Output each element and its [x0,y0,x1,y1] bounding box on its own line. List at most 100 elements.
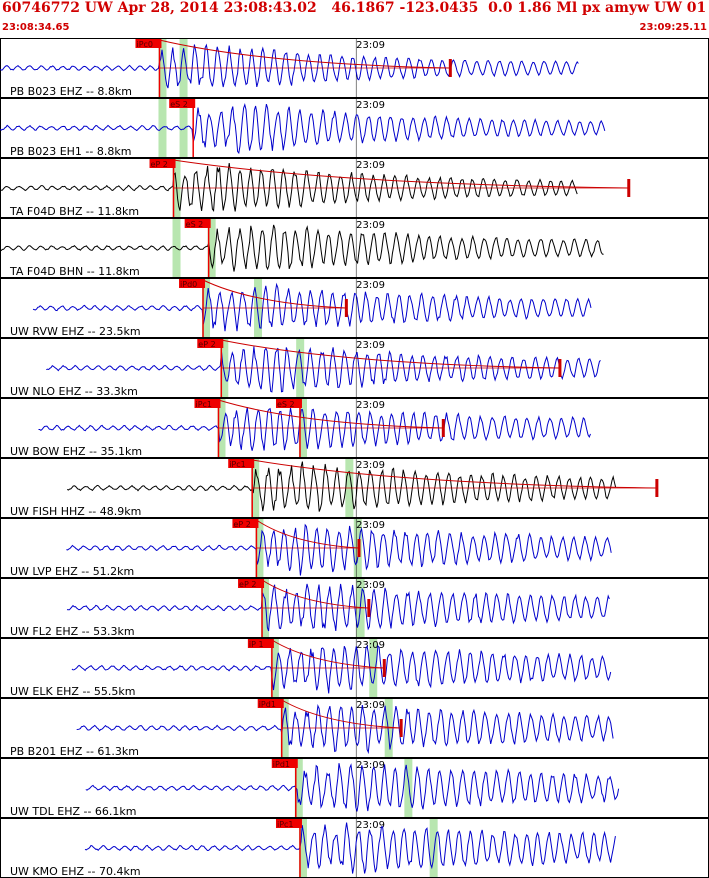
minute-tick-label: 23:09 [356,40,385,51]
pick-label: eP 2 [233,520,250,529]
waveform-trace [66,461,617,512]
coda-duration-line [256,519,360,549]
pick-label-box [232,519,259,528]
pick-label: eP 2 [198,340,215,349]
pick-window-band [429,819,438,877]
pick-label-box [169,99,196,108]
minute-tick-label: 23:09 [356,220,385,231]
waveform-trace [85,763,620,812]
pick-label-box [257,699,284,708]
trace-panel: 23:09 eP 2 UW NLO EHZ -- 33.3km [0,338,709,398]
trace-panel: 23:09 iPd1 UW TDL EHZ -- 66.1km [0,758,709,818]
coda-end-marker [448,59,452,77]
coda-end-marker [441,419,445,437]
coda-end-marker [627,179,631,197]
station-label: UW LVP EHZ -- 51.2km [10,565,134,578]
end-time: 23:09:25.11 [639,22,707,33]
pick-label: eP 2 [151,160,168,169]
trace-panel: 23:09 eS 2 PB B023 EH1 -- 8.8km [0,98,709,158]
coda-end-marker [357,539,361,557]
pick-label: eP 2 [239,580,256,589]
pick-label: iPc1 [229,460,246,469]
trace-panel: 23:09 iPd0 UW RVW EHZ -- 23.5km [0,278,709,338]
station-label: PB B023 EH1 -- 8.8km [10,145,131,158]
coda-duration-line [271,639,385,669]
waveform-trace [46,346,601,393]
coda-duration-line [221,339,560,369]
waveform-trace [32,282,592,332]
pick-label-box [194,399,221,408]
pick-label-box [179,279,206,288]
trace-panel: 23:09 eP 2 UW LVP EHZ -- 51.2km [0,518,709,578]
pick-label: iPd1 [273,760,290,769]
minute-tick-label: 23:09 [356,760,385,771]
minute-tick-label: 23:09 [356,100,385,111]
trace-panel: 23:09 iPc0 PB B023 EHZ -- 8.8km [0,38,709,98]
minute-tick-label: 23:09 [356,340,385,351]
minute-tick-label: 23:09 [356,580,385,591]
pick-label-box [135,39,162,48]
coda-end-marker [558,359,562,377]
station-label: UW BOW EHZ -- 35.1km [10,445,142,458]
pick-label: iPd0 [180,280,197,289]
coda-duration-line [202,279,347,309]
pick-label: eS 2 [170,100,188,109]
coda-duration-line [173,159,629,189]
minute-tick-label: 23:09 [356,460,385,471]
pick-label-box [247,639,274,648]
seismogram-plot: 23:09 iPc0 PB B023 EHZ -- 8.8km 23:09 eS 2 PB… [0,38,709,878]
coda-end-marker [655,479,659,497]
waveform-trace [0,43,579,89]
minute-tick-label: 23:09 [356,520,385,531]
trace-panel: 23:09 iP 1 UW ELK EHZ -- 55.5km [0,638,709,698]
pick-label-box [275,399,302,408]
minute-tick-label: 23:09 [356,700,385,711]
trace-panel: 23:09 eP 2 TA F04D BHZ -- 11.8km [0,158,709,218]
pick-label-box [238,579,265,588]
pick-window-band [298,819,307,877]
trace-panel: 23:09 eP 2 UW FL2 EHZ -- 53.3km [0,578,709,638]
pick-label: iPc1 [195,400,212,409]
coda-end-marker [399,719,403,737]
pick-label: iPd1 [259,700,276,709]
station-label: TA F04D BHZ -- 11.8km [9,205,139,218]
waveform-trace [84,822,616,874]
coda-duration-line [159,39,451,69]
event-title: 60746772 UW Apr 28, 2014 23:08:43.02 46.… [2,0,709,16]
waveform-trace [0,102,606,155]
waveform-trace [0,224,604,272]
station-label: UW KMO EHZ -- 70.4km [10,865,141,878]
start-time: 23:08:34.65 [2,22,70,33]
station-label: UW TDL EHZ -- 66.1km [10,805,137,818]
pick-label: iP 1 [249,640,264,649]
station-label: PB B201 EHZ -- 61.3km [10,745,139,758]
waveform-trace [71,644,612,694]
pick-label: eS 2 [186,220,204,229]
station-label: TA F04D BHN -- 11.8km [9,265,140,278]
pick-label-box [149,159,176,168]
station-label: UW RVW EHZ -- 23.5km [10,325,141,338]
waveform-trace [0,163,578,212]
trace-panel: 23:09 iPc1 eS 2 UW BOW EHZ -- 35.1km [0,398,709,458]
pick-window-band [179,99,188,157]
trace-panel: 23:09 eS 2 TA F04D BHN -- 11.8km [0,218,709,278]
pick-label-box [184,219,211,228]
trace-panel: 23:09 iPc1 UW KMO EHZ -- 70.4km [0,818,709,878]
pick-label-box [275,819,302,828]
minute-tick-label: 23:09 [356,160,385,171]
waveform-trace [66,523,612,576]
pick-label: eS 2 [277,400,295,409]
pick-label: iPc0 [136,40,153,49]
pick-window-band [294,759,303,817]
minute-tick-label: 23:09 [356,280,385,291]
waveform-trace [38,407,591,451]
coda-duration-line [261,579,369,609]
coda-end-marker [344,299,348,317]
pick-window-band [404,759,413,817]
trace-panel: 23:09 iPc1 UW FISH HHZ -- 48.9km [0,458,709,518]
pick-window-band [207,219,216,277]
station-label: UW ELK EHZ -- 55.5km [10,685,135,698]
minute-tick-label: 23:09 [356,400,385,411]
trace-panel: 23:09 iPd1 PB B201 EHZ -- 61.3km [0,698,709,758]
pick-label: iPc1 [277,820,294,829]
